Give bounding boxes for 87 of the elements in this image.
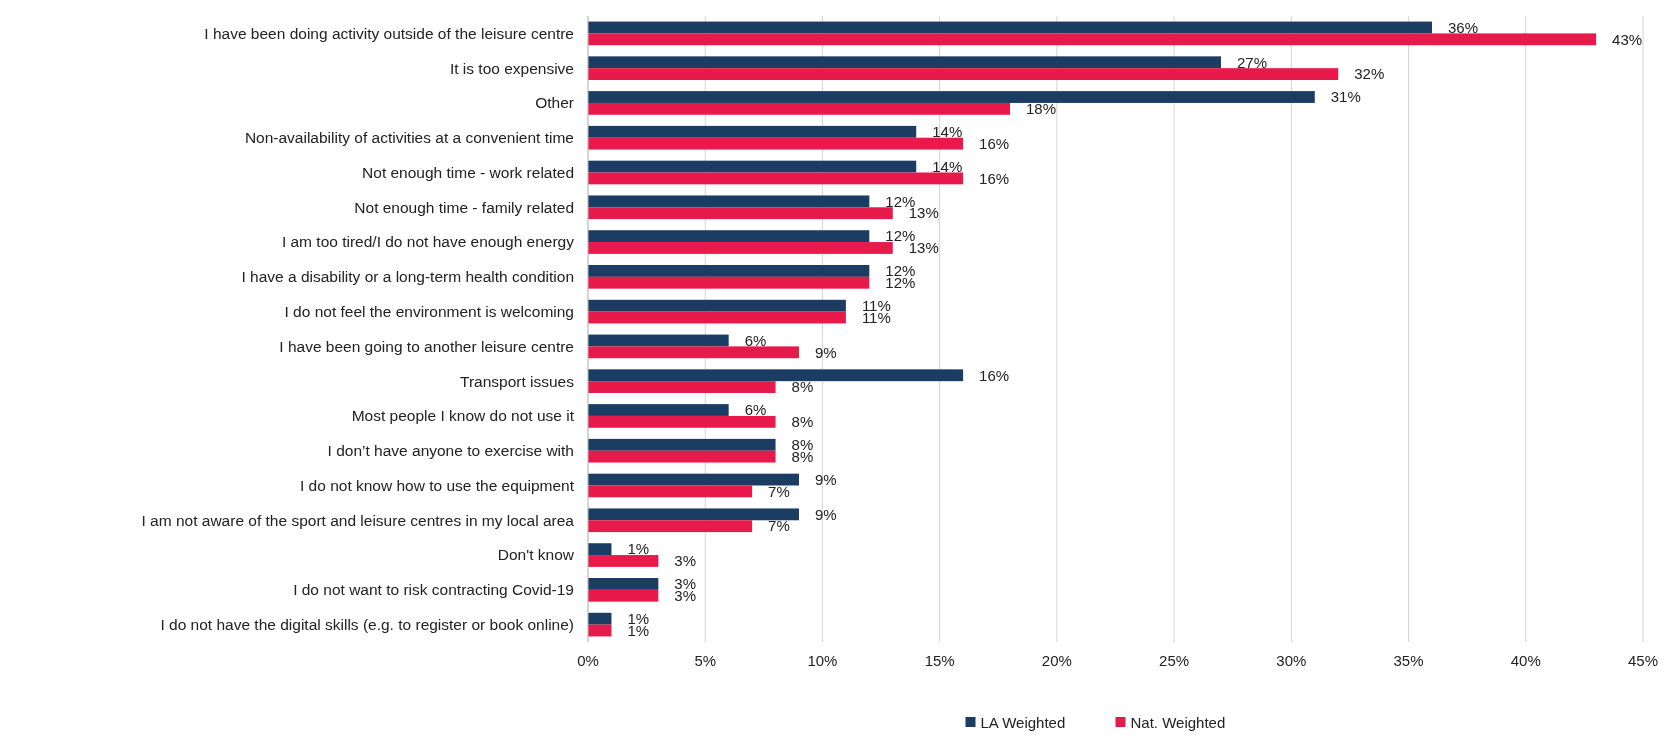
- data-label: 8%: [791, 378, 814, 396]
- bar: [588, 33, 1597, 46]
- x-tick-label: 25%: [1159, 652, 1190, 669]
- legend-label: LA Weighted: [980, 714, 1066, 732]
- bar: [588, 125, 917, 138]
- bar: [588, 276, 870, 289]
- bar: [588, 404, 729, 416]
- y-tick-label: I have been going to another leisure centre: [279, 337, 574, 355]
- y-tick-label: I do not want to risk contracting Covid-19: [293, 581, 574, 599]
- bar: [588, 195, 870, 208]
- bar: [588, 543, 612, 556]
- data-label: 27%: [1237, 53, 1268, 71]
- data-label: 18%: [1026, 100, 1057, 118]
- data-label: 16%: [979, 366, 1010, 384]
- x-tick-label: 10%: [807, 652, 838, 669]
- y-tick-label: I am too tired/I do not have enough energy: [281, 233, 575, 251]
- bar: [588, 473, 799, 486]
- bar: [588, 334, 729, 347]
- data-label: 14%: [932, 157, 963, 175]
- bar: [588, 369, 964, 382]
- data-label: 9%: [815, 470, 837, 488]
- bar: [588, 508, 799, 521]
- bar: [588, 21, 1432, 34]
- y-tick-label: It is too expensive: [449, 59, 574, 77]
- bar: [588, 91, 1315, 103]
- data-label: 16%: [979, 169, 1010, 187]
- bar: [588, 68, 1339, 80]
- data-label: 36%: [1448, 18, 1479, 36]
- data-label: 7%: [768, 482, 790, 500]
- bar: [588, 265, 870, 277]
- x-tick-label: 30%: [1276, 652, 1307, 669]
- bar: [588, 485, 753, 498]
- y-tick-label: Other: [535, 94, 574, 112]
- x-tick-label: 15%: [924, 652, 955, 669]
- data-label: 9%: [815, 343, 837, 361]
- data-label: 14%: [932, 123, 963, 141]
- y-tick-label: Don't know: [497, 546, 575, 564]
- bar: [588, 207, 893, 220]
- bar: [588, 438, 776, 451]
- bar: [588, 450, 776, 463]
- bar: [588, 230, 870, 243]
- x-tick-label: 40%: [1510, 652, 1541, 669]
- y-tick-label: I do not feel the environment is welcoming: [284, 303, 574, 321]
- y-tick-label: Not enough time - work related: [362, 163, 574, 181]
- y-tick-label: I do not know how to use the equipment: [299, 476, 575, 494]
- x-tick-label: 5%: [694, 652, 717, 669]
- data-label: 8%: [791, 413, 814, 431]
- bar: [588, 311, 846, 324]
- y-tick-label: Not enough time - family related: [354, 198, 574, 216]
- x-tick-label: 0%: [577, 652, 599, 669]
- bar: [588, 555, 659, 567]
- bar: [588, 520, 753, 533]
- data-label: 43%: [1612, 30, 1643, 48]
- bar: [588, 578, 659, 590]
- bar: [588, 612, 612, 625]
- y-tick-label: I don’t have anyone to exercise with: [327, 442, 574, 460]
- bar: [588, 299, 846, 312]
- x-tick-label: 45%: [1627, 652, 1659, 669]
- y-tick-label: I have been doing activity outside of the leisure centre: [204, 24, 574, 42]
- y-tick-label: Transport issues: [460, 372, 575, 390]
- y-tick-label: Most people I know do not use it: [351, 407, 575, 425]
- y-tick-label: I do not have the digital skills (e.g. to register or book online): [160, 616, 574, 634]
- x-tick-label: 20%: [1041, 652, 1072, 669]
- data-label: 6%: [744, 331, 767, 349]
- data-label: 6%: [744, 401, 767, 419]
- legend-label: Nat. Weighted: [1130, 714, 1226, 732]
- y-tick-label: I am not aware of the sport and leisure centres in my local area: [141, 511, 575, 529]
- bar: [588, 415, 776, 428]
- y-tick-label: I have a disability or a long-term health condition: [241, 268, 574, 286]
- data-label: 3%: [674, 552, 697, 570]
- y-tick-label: Non-availability of activities at a convenient time: [244, 129, 574, 147]
- data-label: 31%: [1330, 88, 1361, 106]
- bar: [588, 346, 799, 359]
- bar: [588, 589, 659, 602]
- x-tick-label: 35%: [1393, 652, 1424, 669]
- bar: [588, 160, 917, 173]
- bar: [588, 102, 1010, 115]
- bar: [588, 137, 964, 150]
- data-label: 1%: [627, 540, 650, 558]
- data-label: 16%: [979, 134, 1010, 152]
- data-label: 7%: [768, 517, 790, 535]
- bar: [588, 242, 893, 254]
- bar: [588, 56, 1221, 69]
- bar: [588, 172, 964, 185]
- data-label: 9%: [815, 505, 837, 523]
- data-label: 32%: [1354, 65, 1385, 83]
- bar: [588, 381, 776, 393]
